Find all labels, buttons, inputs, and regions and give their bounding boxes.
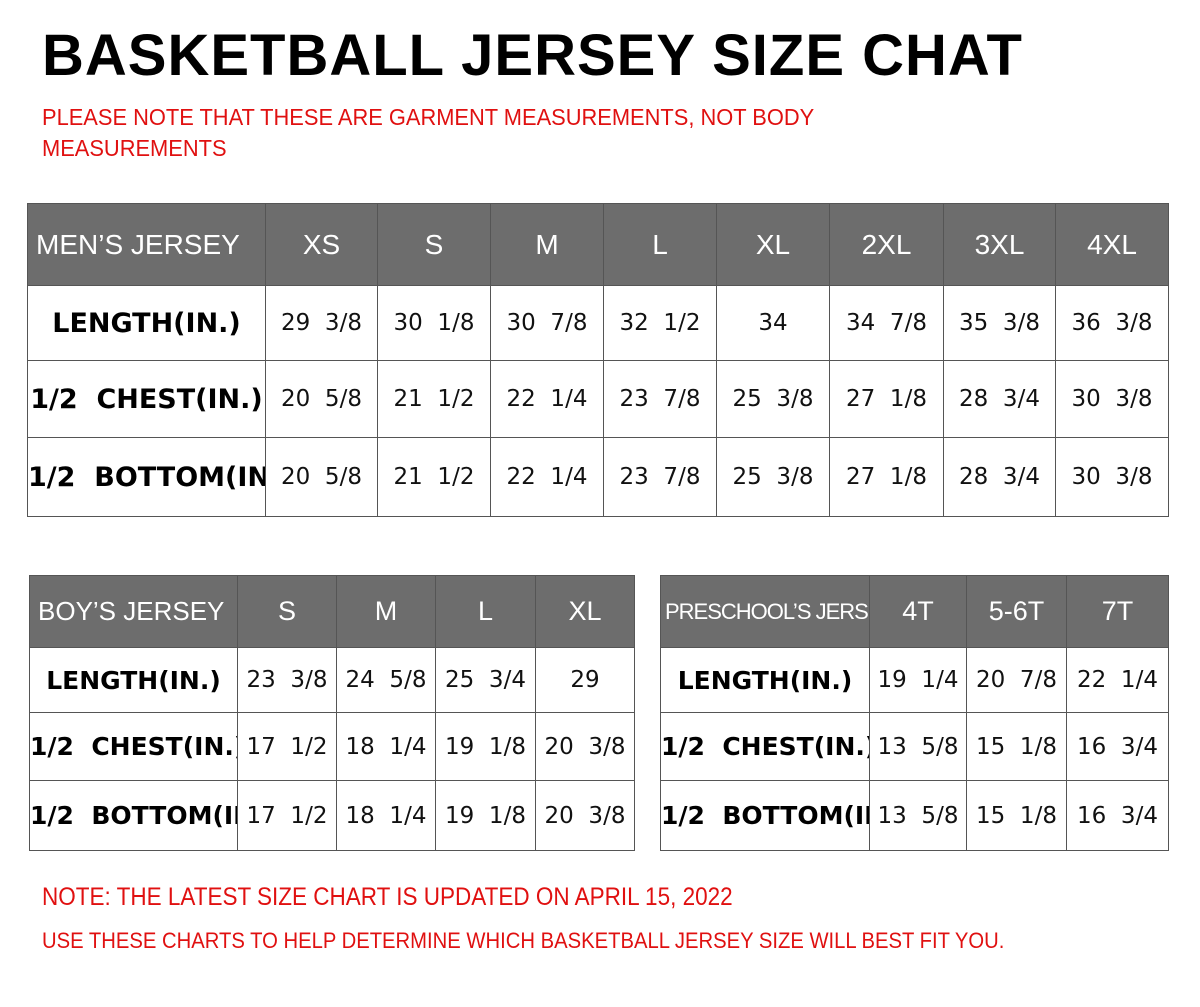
measurement-value: 34 — [716, 285, 830, 361]
table-row: 1/2 BOTTOM(IN.)20 5/821 1/222 1/423 7/82… — [27, 437, 1169, 517]
update-note: NOTE: THE LATEST SIZE CHART IS UPDATED O… — [42, 883, 733, 911]
table-row: 1/2 CHEST(IN.) 13 5/8 15 1/8 16 3/4 — [660, 712, 1169, 781]
table-row: 1/2 CHEST(IN.) 20 5/8 21 1/2 22 1/4 23 7/8 25… — [27, 360, 1169, 438]
measurement-value: 22 1/4 — [490, 437, 604, 517]
measurement-value: 29 — [535, 647, 635, 713]
measurement-value: 13 5/8 — [869, 712, 967, 781]
table-title: PRESCHOOL’S JERSEY — [660, 575, 870, 648]
measurement-label: LENGTH(IN.) — [660, 647, 870, 713]
measurement-value: 20 3/8 — [535, 712, 635, 781]
measurement-value: 21 1/2 — [377, 437, 491, 517]
table-row: 1/2 BOTTOM(IN.)17 1/218 1/419 1/820 3/8 — [29, 780, 635, 851]
measurement-value: 23 7/8 — [603, 360, 717, 438]
measurement-value: 19 1/8 — [435, 780, 536, 851]
measurement-value: 24 5/8 — [336, 647, 436, 713]
size-header: 2XL — [829, 203, 944, 286]
size-header: 4XL — [1055, 203, 1169, 286]
measurement-value: 17 1/2 — [237, 712, 337, 781]
table-row: LENGTH(IN.) 23 3/8 24 5/8 25 3/4 29 — [29, 647, 635, 713]
table-row: 1/2 BOTTOM(IN.)13 5/815 1/816 3/4 — [660, 780, 1169, 851]
measurement-value: 23 7/8 — [603, 437, 717, 517]
measurement-label: 1/2 CHEST(IN.) — [660, 712, 870, 781]
measurement-value: 16 3/4 — [1066, 712, 1169, 781]
table-row: 1/2 CHEST(IN.) 17 1/2 18 1/4 19 1/8 20 3/8 — [29, 712, 635, 781]
size-header: S — [377, 203, 491, 286]
measurement-label: 1/2 BOTTOM(IN.) — [660, 780, 870, 851]
size-header: XL — [716, 203, 830, 286]
measurement-value: 20 5/8 — [265, 437, 378, 517]
measurement-label: LENGTH(IN.) — [27, 285, 266, 361]
measurement-value: 25 3/4 — [435, 647, 536, 713]
measurement-value: 28 3/4 — [943, 437, 1056, 517]
fit-note: USE THESE CHARTS TO HELP DETERMINE WHICH… — [42, 928, 1005, 953]
table-title: MEN’S JERSEY — [27, 203, 266, 286]
measurement-value: 18 1/4 — [336, 780, 436, 851]
measurement-label: 1/2 CHEST(IN.) — [27, 360, 266, 438]
table-row: LENGTH(IN.) 19 1/4 20 7/8 22 1/4 — [660, 647, 1169, 713]
measurement-value: 20 7/8 — [966, 647, 1067, 713]
measurement-value: 20 5/8 — [265, 360, 378, 438]
size-header: S — [237, 575, 337, 648]
measurement-value: 23 3/8 — [237, 647, 337, 713]
measurement-value: 30 7/8 — [490, 285, 604, 361]
table-title: BOY’S JERSEY — [29, 575, 238, 648]
measurement-value: 13 5/8 — [869, 780, 967, 851]
measurement-value: 36 3/8 — [1055, 285, 1169, 361]
measurement-value: 29 3/8 — [265, 285, 378, 361]
measurement-value: 15 1/8 — [966, 780, 1067, 851]
measurement-label: 1/2 BOTTOM(IN.) — [27, 437, 266, 517]
size-header: 3XL — [943, 203, 1056, 286]
measurement-label: LENGTH(IN.) — [29, 647, 238, 713]
size-header: L — [603, 203, 717, 286]
measurement-value: 21 1/2 — [377, 360, 491, 438]
measurement-value: 19 1/8 — [435, 712, 536, 781]
measurement-value: 27 1/8 — [829, 437, 944, 517]
measurement-value: 30 1/8 — [377, 285, 491, 361]
size-header: XL — [535, 575, 635, 648]
measurement-value: 22 1/4 — [490, 360, 604, 438]
measurement-value: 19 1/4 — [869, 647, 967, 713]
header-row: BOY’S JERSEY S M L XL — [29, 575, 635, 648]
garment-note-line1: PLEASE NOTE THAT THESE ARE GARMENT MEASU… — [42, 104, 815, 130]
measurement-value: 20 3/8 — [535, 780, 635, 851]
measurement-value: 34 7/8 — [829, 285, 944, 361]
measurement-value: 35 3/8 — [943, 285, 1056, 361]
measurement-value: 17 1/2 — [237, 780, 337, 851]
size-header: M — [336, 575, 436, 648]
measurement-value: 16 3/4 — [1066, 780, 1169, 851]
measurement-value: 15 1/8 — [966, 712, 1067, 781]
measurement-value: 30 3/8 — [1055, 360, 1169, 438]
size-header: XS — [265, 203, 378, 286]
header-row: MEN’S JERSEY XS S M L XL 2XL 3XL 4XL — [27, 203, 1169, 286]
measurement-value: 32 1/2 — [603, 285, 717, 361]
size-header: L — [435, 575, 536, 648]
measurement-label: 1/2 BOTTOM(IN.) — [29, 780, 238, 851]
table-row: LENGTH(IN.) 29 3/8 30 1/8 30 7/8 32 1/2 34 34 … — [27, 285, 1169, 361]
garment-note-line2: MEASUREMENTS — [42, 135, 227, 161]
measurement-value: 28 3/4 — [943, 360, 1056, 438]
measurement-value: 27 1/8 — [829, 360, 944, 438]
size-header: 4T — [869, 575, 967, 648]
measurement-label: 1/2 CHEST(IN.) — [29, 712, 238, 781]
measurement-value: 30 3/8 — [1055, 437, 1169, 517]
measurement-value: 22 1/4 — [1066, 647, 1169, 713]
size-header: M — [490, 203, 604, 286]
measurement-value: 25 3/8 — [716, 360, 830, 438]
mens-size-table: MEN’S JERSEY XS S M L XL 2XL 3XL 4XL LENGTH(IN.) 2… — [27, 203, 1169, 517]
page-title: BASKETBALL JERSEY SIZE CHAT — [42, 23, 1023, 88]
boys-size-table: BOY’S JERSEY S M L XL LENGTH(IN.) 23 3/8 24 5/8… — [29, 575, 635, 851]
size-header: 7T — [1066, 575, 1169, 648]
preschool-size-table: PRESCHOOL’S JERSEY4T5-6T7TLENGTH(IN.)19 … — [660, 575, 1169, 851]
size-header: 5-6T — [966, 575, 1067, 648]
measurement-value: 25 3/8 — [716, 437, 830, 517]
measurement-value: 18 1/4 — [336, 712, 436, 781]
